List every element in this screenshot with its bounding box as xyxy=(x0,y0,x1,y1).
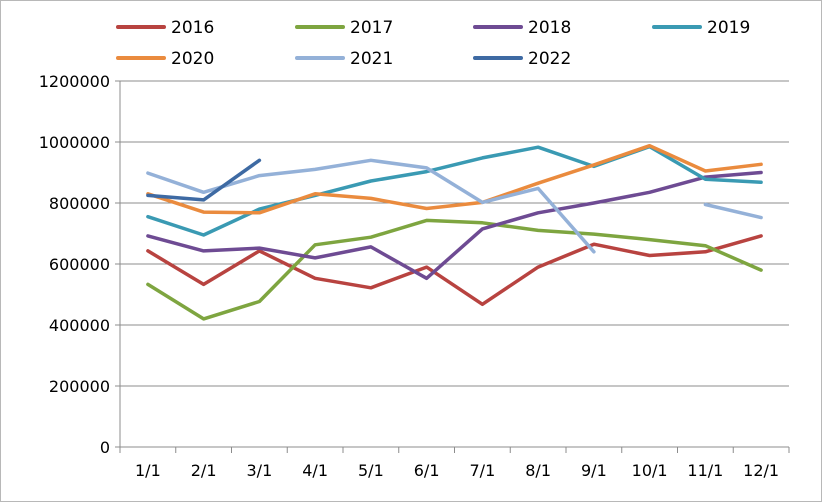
series-line-2022 xyxy=(146,158,262,202)
legend-label: 2022 xyxy=(528,49,571,69)
x-tick-label: 1/1 xyxy=(135,461,161,480)
gridlines xyxy=(120,80,789,448)
legend-label: 2019 xyxy=(707,18,750,38)
x-tick-label: 4/1 xyxy=(302,461,328,480)
x-tick-label: 11/1 xyxy=(687,461,723,480)
series-2017 xyxy=(146,218,763,321)
legend-item-2016: 2016 xyxy=(116,18,214,38)
x-tick-label: 8/1 xyxy=(525,461,551,480)
series-2022 xyxy=(146,158,262,202)
series-line-2017 xyxy=(146,218,763,321)
series-2016 xyxy=(146,234,763,307)
series-lines xyxy=(146,143,763,321)
y-tick-label: 1000000 xyxy=(39,133,110,152)
series-line-2018 xyxy=(146,170,763,281)
series-2018 xyxy=(146,170,763,281)
y-tick-label: 0 xyxy=(100,438,110,457)
legend-label: 2016 xyxy=(171,18,214,38)
legend-label: 2021 xyxy=(350,49,393,69)
axes: 0 200000 400000 600000 800000 1000000 1200000 1… xyxy=(39,72,790,480)
y-tick-label: 800000 xyxy=(49,194,110,213)
y-tick-label: 400000 xyxy=(49,316,110,335)
legend-label: 2020 xyxy=(171,49,214,69)
series-line-2016 xyxy=(146,234,763,307)
legend-item-2017: 2017 xyxy=(295,18,393,38)
legend-item-2018: 2018 xyxy=(473,18,571,38)
x-tick-label: 10/1 xyxy=(632,461,668,480)
y-tick-label: 1200000 xyxy=(39,72,110,91)
legend-item-2022: 2022 xyxy=(473,49,571,69)
x-tick-label: 6/1 xyxy=(414,461,440,480)
legend-item-2019: 2019 xyxy=(652,18,750,38)
series-line-2020 xyxy=(146,143,763,215)
x-tick-label: 9/1 xyxy=(581,461,607,480)
x-tick-label: 7/1 xyxy=(470,461,496,480)
x-tick-label: 3/1 xyxy=(247,461,273,480)
legend-item-2021: 2021 xyxy=(295,49,393,69)
series-line-2021 xyxy=(703,202,763,220)
x-tick-label: 2/1 xyxy=(191,461,217,480)
legend-label: 2017 xyxy=(350,18,393,38)
y-tick-label: 600000 xyxy=(49,255,110,274)
x-tick-label: 12/1 xyxy=(743,461,779,480)
legend: 2016 2017 2018 2019 2020 2021 2022 xyxy=(116,18,750,69)
series-2020 xyxy=(146,143,763,215)
x-tick-label: 5/1 xyxy=(358,461,384,480)
legend-item-2020: 2020 xyxy=(116,49,214,69)
legend-label: 2018 xyxy=(528,18,571,38)
y-tick-label: 200000 xyxy=(49,377,110,396)
